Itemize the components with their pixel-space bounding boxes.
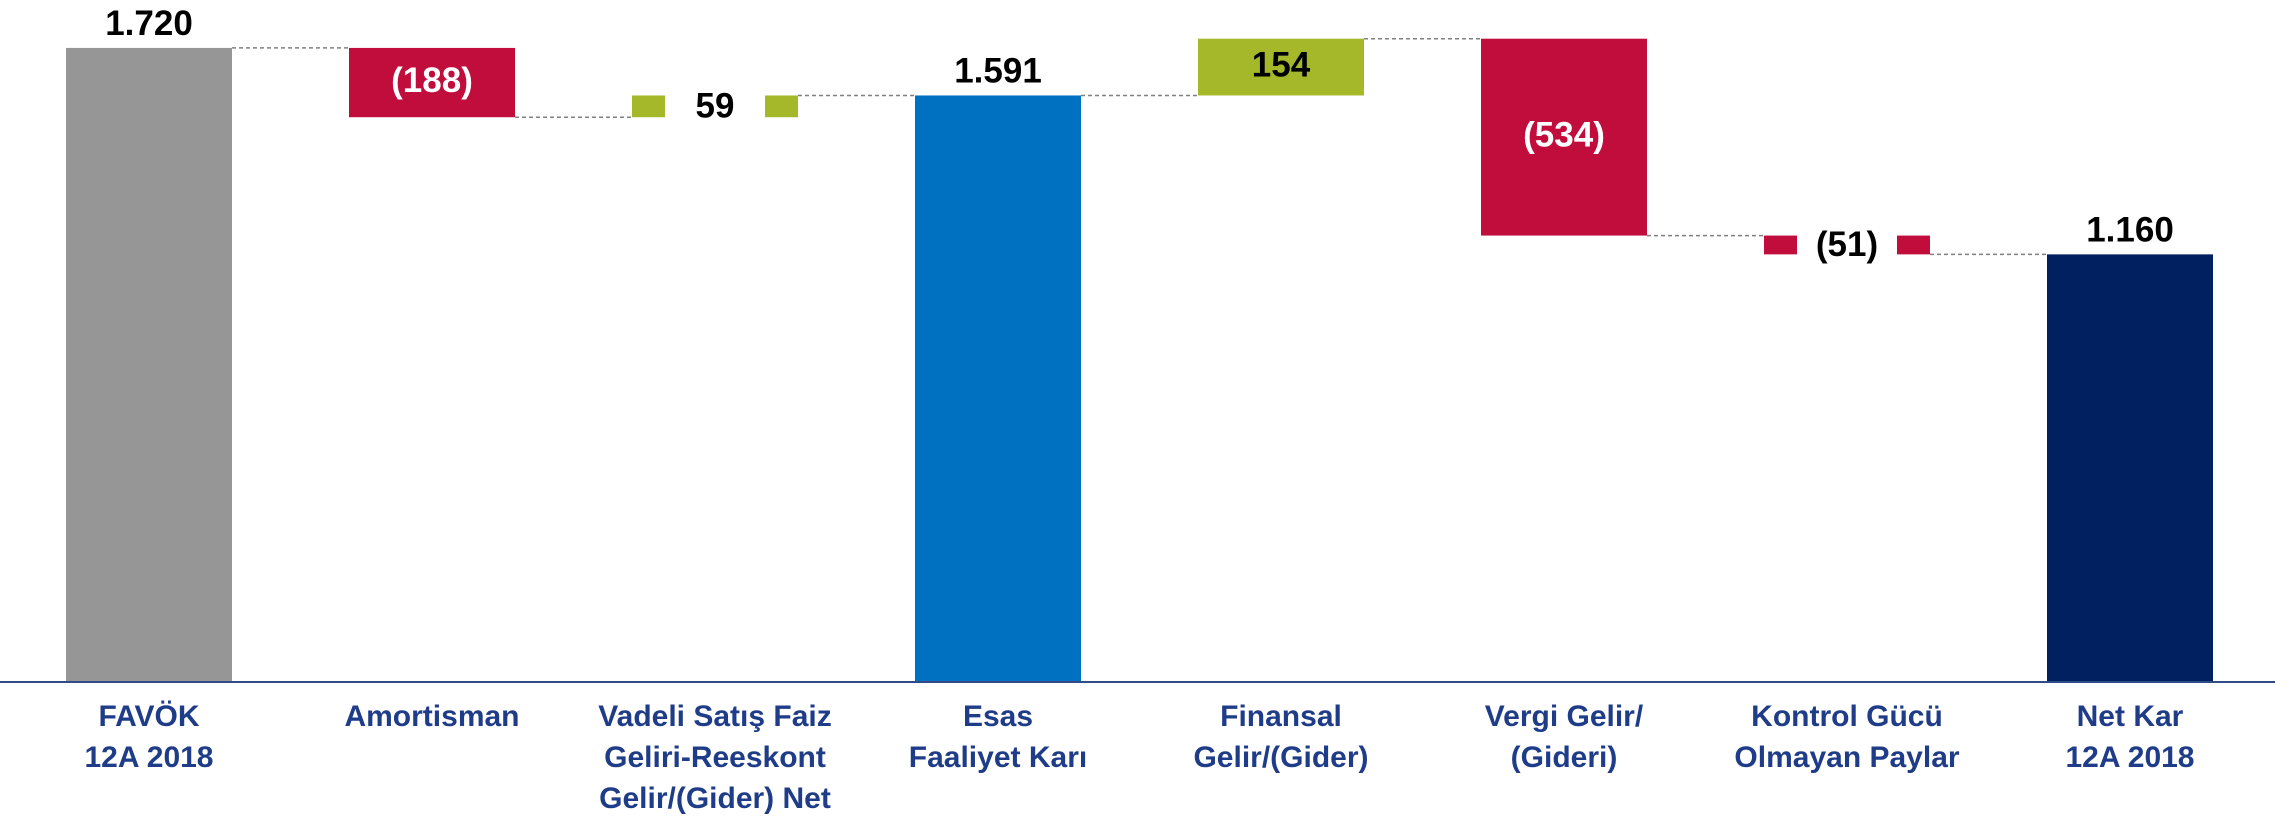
x-tick-label: Kontrol Gücü [1751, 700, 1943, 733]
bar [66, 47, 232, 683]
x-tick-label: Amortisman [344, 700, 519, 733]
x-tick-label: 12A 2018 [2066, 741, 2195, 774]
value-label: (534) [1523, 115, 1605, 154]
x-tick-label: Vergi Gelir/ [1485, 700, 1644, 733]
bar [2047, 254, 2213, 683]
value-label: 1.720 [105, 4, 193, 43]
x-tick-label: Finansal [1220, 700, 1342, 733]
bar [1198, 38, 1364, 96]
x-tick-label: Olmayan Paylar [1734, 741, 1959, 774]
x-tick-label: Net Kar [2077, 700, 2184, 733]
label-backdrop [1797, 229, 1897, 261]
value-label: (51) [1816, 225, 1878, 264]
value-label: 59 [696, 87, 735, 126]
label-backdrop [665, 89, 765, 124]
bar [349, 47, 515, 118]
x-tick-label: 12A 2018 [85, 741, 214, 774]
value-label: 1.591 [954, 52, 1042, 91]
x-tick-label: Esas [963, 700, 1033, 733]
value-label: 1.160 [2086, 211, 2174, 250]
value-label: (188) [391, 61, 473, 100]
x-tick-label: FAVÖK [98, 700, 199, 733]
x-tick-label: Vadeli Satış Faiz [598, 700, 831, 733]
x-tick-label: Gelir/(Gider) [1193, 741, 1368, 774]
x-tick-label: Faaliyet Karı [909, 741, 1087, 774]
x-tick-label: (Gideri) [1511, 741, 1618, 774]
x-tick-label: Gelir/(Gider) Net [599, 782, 831, 815]
value-label: 154 [1252, 45, 1311, 84]
bar [1481, 38, 1647, 236]
x-tick-label: Geliri-Reeskont [604, 741, 826, 774]
bar [915, 95, 1081, 683]
